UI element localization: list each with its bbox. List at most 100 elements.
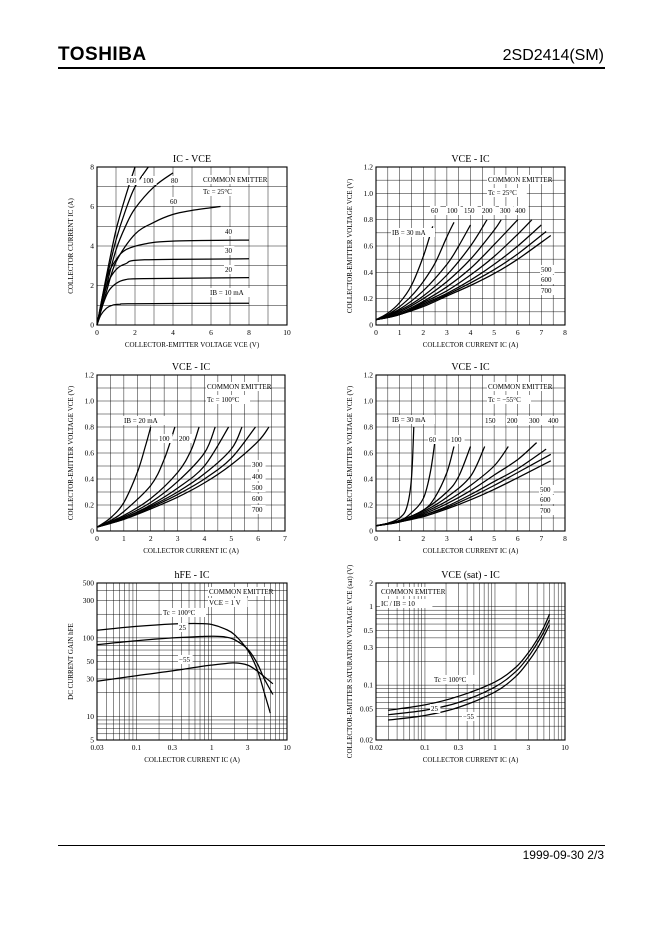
annotation-label: COMMON EMITTER: [381, 588, 446, 596]
x-axis-label: COLLECTOR CURRENT IC (A): [144, 756, 240, 764]
y-tick-label: 0.6: [364, 242, 374, 251]
y-tick-label: 30: [87, 674, 95, 683]
y-axis-label: COLLECTOR-EMITTER VOLTAGE VCE (V): [346, 178, 354, 313]
annotation-bg: [178, 434, 193, 443]
y-tick-label: 0.4: [364, 268, 374, 277]
grid-lines: [375, 374, 566, 532]
chart-title: hFE - IC: [175, 570, 210, 581]
plot-frame: [96, 582, 288, 741]
series-line-200: [96, 426, 200, 528]
x-tick-label: 5: [492, 534, 496, 543]
annotation-bg: [178, 623, 189, 632]
annotation-bg: [251, 460, 266, 469]
annotation-label: 200: [179, 435, 190, 443]
x-tick-label: 10: [561, 743, 569, 752]
x-tick-label: 1: [398, 534, 402, 543]
annotation-label: 500: [540, 486, 551, 494]
annotation-label: 300: [500, 207, 511, 215]
x-tick-label: 0: [95, 534, 99, 543]
series-line-500: [96, 426, 243, 528]
x-tick-label: 3: [445, 534, 449, 543]
y-tick-label: 0.2: [85, 501, 95, 510]
x-tick-label: 4: [469, 328, 473, 337]
annotation-bg: [539, 506, 554, 515]
annotation-bg: [463, 206, 478, 215]
annotation-label: IB = 20 mA: [124, 417, 158, 425]
series-line-40: [96, 239, 250, 326]
annotation-bg: [251, 483, 266, 492]
x-tick-label: 2: [421, 534, 425, 543]
x-tick-label: 3: [246, 743, 250, 752]
annotation-bg: [540, 286, 555, 295]
chart-c3: 0 1 2 3 4 5 6 7 0 0.2 0.4 0.6 0.8 1.0 1.2 VCE - IC COLLE…: [67, 362, 287, 555]
annotation-bg: [450, 435, 465, 444]
annotation-label: 500: [252, 484, 263, 492]
series-line-25: [96, 635, 274, 695]
series-line-150: [375, 219, 488, 321]
annotation-bg: [206, 395, 250, 404]
annotation-label: Tc = 25°C: [203, 188, 232, 196]
annotation-label: 100: [451, 436, 462, 444]
annotation-label: −55: [179, 656, 190, 664]
x-axis-label: COLLECTOR CURRENT IC (A): [423, 341, 519, 349]
y-tick-label: 0.05: [360, 704, 373, 713]
x-tick-label: 1: [493, 743, 497, 752]
x-tick-label: 7: [540, 328, 544, 337]
brand-logo: TOSHIBA: [58, 44, 147, 65]
annotation-label: COMMON EMITTER: [203, 176, 268, 184]
y-tick-label: 0.2: [364, 294, 374, 303]
y-tick-label: 0.8: [364, 423, 374, 432]
annotation-bg: [433, 675, 477, 684]
y-tick-label: 1.0: [364, 189, 374, 198]
x-tick-label: 8: [563, 534, 567, 543]
annotation-label: 700: [541, 287, 552, 295]
annotation-bg: [484, 416, 499, 425]
y-axis-label: COLLECTOR-EMITTER SATURATION VOLTAGE VCE…: [346, 564, 354, 758]
series-line-30: [375, 426, 415, 527]
y-axis-label: COLLECTOR-EMITTER VOLTAGE VCE (V): [67, 385, 75, 520]
x-tick-label: 7: [283, 534, 287, 543]
chart-title: VCE - IC: [172, 362, 211, 373]
plot-frame: [96, 374, 286, 532]
annotation-label: 400: [548, 417, 559, 425]
series-line-300: [375, 219, 519, 321]
x-tick-label: 0.03: [90, 743, 103, 752]
y-axis-label: COLLECTOR CURRENT IC (A): [67, 198, 75, 294]
annotation-label: 40: [225, 228, 233, 236]
annotation-bg: [487, 188, 527, 197]
annotation-bg: [430, 206, 441, 215]
annotation-label: COMMON EMITTER: [488, 176, 553, 184]
y-tick-label: 0.4: [364, 475, 374, 484]
y-tick-label: 5: [90, 736, 94, 745]
annotation-bg: [499, 206, 514, 215]
annotation-label: 20: [225, 266, 233, 274]
y-tick-label: 0.8: [364, 215, 374, 224]
annotation-bg: [487, 175, 548, 184]
y-tick-label: 0.8: [85, 423, 95, 432]
annotation-bg: [540, 275, 555, 284]
annotation-bg: [380, 599, 433, 608]
y-tick-label: 0.02: [360, 736, 373, 745]
annotation-label: 300: [529, 417, 540, 425]
series-line-30: [96, 258, 250, 326]
annotation-bg: [487, 382, 548, 391]
x-axis-label: COLLECTOR CURRENT IC (A): [143, 547, 239, 555]
annotation-bg: [125, 176, 140, 185]
y-tick-label: 300: [83, 596, 95, 605]
annotation-bg: [224, 246, 235, 255]
x-tick-label: 8: [563, 328, 567, 337]
annotation-label: IB = 30 mA: [392, 229, 426, 237]
y-tick-label: 100: [83, 633, 95, 642]
annotation-label: 600: [252, 495, 263, 503]
series-line-200: [375, 219, 502, 321]
x-tick-label: 0: [95, 328, 99, 337]
chart-title: VCE - IC: [451, 154, 490, 165]
annotation-bg: [391, 228, 435, 237]
y-tick-label: 0: [90, 527, 94, 536]
x-tick-label: 2: [421, 328, 425, 337]
plot-frame: [375, 582, 566, 741]
annotation-bg: [506, 416, 521, 425]
y-tick-label: 0.1: [364, 681, 374, 690]
y-tick-label: 0.6: [364, 449, 374, 458]
